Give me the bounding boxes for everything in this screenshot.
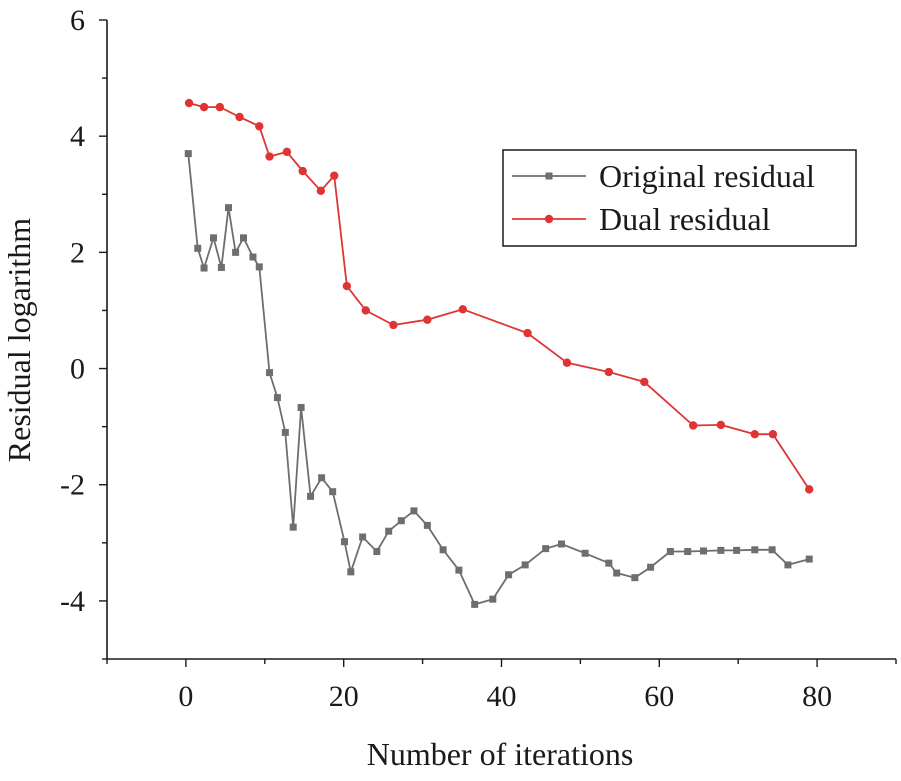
data-point (784, 561, 792, 569)
data-point (768, 429, 778, 439)
data-point (699, 547, 707, 555)
data-point (210, 234, 218, 242)
data-point (613, 569, 621, 577)
legend-marker-dual (544, 214, 554, 224)
x-tick-label: 60 (644, 680, 674, 713)
y-axis-title: Residual logarithm (1, 218, 37, 463)
data-point (717, 546, 725, 554)
legend-label-dual: Dual residual (599, 201, 771, 237)
data-point (265, 152, 274, 161)
data-point (716, 420, 726, 430)
data-point (397, 517, 405, 525)
data-point (255, 263, 263, 271)
data-point (347, 568, 355, 576)
y-tick-label: 2 (70, 236, 85, 269)
data-point (318, 474, 326, 482)
data-point (631, 574, 639, 582)
data-point (298, 166, 307, 176)
data-point (562, 358, 572, 367)
data-point (194, 244, 202, 252)
x-tick-label: 80 (802, 680, 832, 713)
data-point (647, 563, 655, 571)
data-point (359, 533, 367, 541)
legend-item-original: Original residual (512, 158, 815, 194)
data-point (289, 523, 297, 531)
data-point (235, 112, 244, 122)
y-tick-label: 0 (70, 353, 85, 386)
data-point (361, 306, 370, 315)
data-point (184, 150, 192, 158)
data-point (255, 122, 264, 131)
data-point (330, 171, 339, 180)
x-tick-label: 20 (329, 680, 359, 713)
data-point (266, 369, 274, 377)
data-point (768, 546, 776, 554)
data-point (225, 204, 233, 212)
data-point (458, 305, 468, 314)
data-point (733, 546, 741, 554)
data-point (217, 263, 225, 271)
data-point (423, 315, 432, 324)
data-point (805, 555, 813, 563)
data-point (297, 403, 305, 411)
data-point (439, 546, 447, 554)
data-point (523, 328, 532, 338)
data-point (542, 545, 550, 553)
data-point (307, 492, 315, 500)
data-point (521, 561, 529, 569)
data-point (423, 521, 431, 529)
data-point (282, 147, 292, 157)
data-point (581, 549, 589, 557)
data-point (281, 428, 289, 436)
legend-box (502, 149, 857, 247)
x-axis-title: Number of iterations (367, 736, 634, 772)
data-point (640, 377, 649, 387)
plot-area (184, 98, 814, 608)
y-tick-label: -2 (60, 469, 85, 502)
data-point (273, 394, 281, 402)
data-point (455, 566, 463, 574)
data-point (316, 186, 326, 195)
data-point (239, 234, 247, 242)
data-point (199, 102, 209, 112)
data-point (340, 538, 348, 546)
data-point (805, 485, 814, 494)
legend-marker-original (545, 172, 553, 180)
series-original-residual (184, 150, 813, 608)
x-tick-label: 40 (487, 680, 517, 713)
data-point (342, 281, 352, 291)
data-point (604, 367, 614, 377)
data-point (232, 248, 240, 256)
data-point (684, 548, 692, 556)
data-point (385, 527, 393, 535)
legend-item-dual: Dual residual (512, 201, 771, 237)
x-tick-label: 0 (178, 680, 193, 713)
data-point (557, 540, 565, 548)
data-point (249, 253, 257, 261)
data-point (200, 264, 208, 272)
data-point (389, 320, 398, 330)
y-tick-label: -4 (60, 585, 85, 618)
data-point (184, 98, 194, 108)
data-point (605, 559, 613, 567)
data-point (329, 488, 337, 496)
data-point (410, 507, 418, 515)
data-point (505, 571, 513, 579)
data-point (751, 546, 759, 554)
y-tick-label: 4 (70, 120, 85, 153)
data-point (471, 600, 479, 608)
y-tick-label: 6 (70, 4, 85, 37)
legend-label-original: Original residual (599, 158, 815, 194)
data-point (689, 421, 698, 430)
data-point (666, 548, 674, 556)
data-point (215, 102, 225, 112)
legend: Original residual Dual residual (502, 149, 857, 247)
data-point (373, 548, 381, 556)
series-dual-residual (184, 98, 814, 494)
data-point (750, 429, 759, 439)
data-point (489, 595, 497, 603)
